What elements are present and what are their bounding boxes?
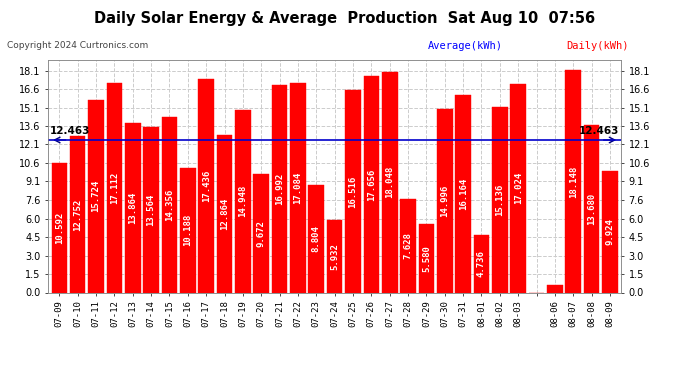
Bar [235, 110, 250, 292]
Bar [106, 83, 122, 292]
Text: 10.592: 10.592 [55, 211, 63, 244]
Text: 17.656: 17.656 [367, 168, 376, 201]
Text: 15.724: 15.724 [92, 180, 101, 212]
Bar [492, 107, 508, 292]
Bar [419, 224, 434, 292]
Text: 7.628: 7.628 [404, 232, 413, 259]
Text: 5.932: 5.932 [330, 243, 339, 270]
Bar [253, 174, 269, 292]
Bar [272, 85, 287, 292]
Text: 13.564: 13.564 [146, 194, 155, 226]
Bar [547, 285, 563, 292]
Text: 12.864: 12.864 [220, 198, 229, 230]
Text: 13.680: 13.680 [587, 193, 596, 225]
Text: 17.024: 17.024 [514, 172, 523, 204]
Bar [70, 136, 86, 292]
Bar [125, 123, 141, 292]
Text: 9.672: 9.672 [257, 220, 266, 247]
Bar [584, 125, 600, 292]
Text: 9.924: 9.924 [606, 218, 615, 245]
Bar [161, 117, 177, 292]
Bar [198, 79, 214, 292]
Text: 17.436: 17.436 [201, 170, 210, 202]
Text: 18.048: 18.048 [385, 166, 394, 198]
Text: 10.188: 10.188 [184, 214, 193, 246]
Text: 12.463: 12.463 [579, 126, 619, 136]
Bar [88, 100, 104, 292]
Bar [308, 185, 324, 292]
Text: 16.516: 16.516 [348, 176, 357, 208]
Text: 14.356: 14.356 [165, 189, 174, 221]
Bar [400, 199, 416, 292]
Bar [364, 76, 380, 292]
Text: 17.084: 17.084 [293, 172, 302, 204]
Text: 17.112: 17.112 [110, 172, 119, 204]
Bar [455, 95, 471, 292]
Text: Daily(kWh): Daily(kWh) [566, 41, 629, 51]
Text: 12.463: 12.463 [50, 126, 90, 136]
Text: Average(kWh): Average(kWh) [428, 41, 503, 51]
Bar [217, 135, 233, 292]
Bar [52, 163, 67, 292]
Text: 16.164: 16.164 [459, 177, 468, 210]
Bar [327, 220, 342, 292]
Text: Copyright 2024 Curtronics.com: Copyright 2024 Curtronics.com [7, 41, 148, 50]
Text: 14.996: 14.996 [440, 184, 449, 217]
Bar [345, 90, 361, 292]
Bar [602, 171, 618, 292]
Text: 13.864: 13.864 [128, 192, 137, 224]
Text: 16.992: 16.992 [275, 172, 284, 205]
Bar [566, 70, 581, 292]
Bar [290, 84, 306, 292]
Text: Daily Solar Energy & Average  Production  Sat Aug 10  07:56: Daily Solar Energy & Average Production … [95, 11, 595, 26]
Bar [511, 84, 526, 292]
Text: 18.148: 18.148 [569, 165, 578, 198]
Text: 15.136: 15.136 [495, 184, 504, 216]
Text: 4.736: 4.736 [477, 250, 486, 277]
Text: 12.752: 12.752 [73, 198, 82, 231]
Bar [144, 126, 159, 292]
Bar [180, 168, 195, 292]
Bar [437, 109, 453, 292]
Bar [382, 72, 397, 292]
Text: 14.948: 14.948 [238, 185, 248, 217]
Text: 8.804: 8.804 [312, 225, 321, 252]
Bar [474, 234, 489, 292]
Text: 5.580: 5.580 [422, 245, 431, 272]
